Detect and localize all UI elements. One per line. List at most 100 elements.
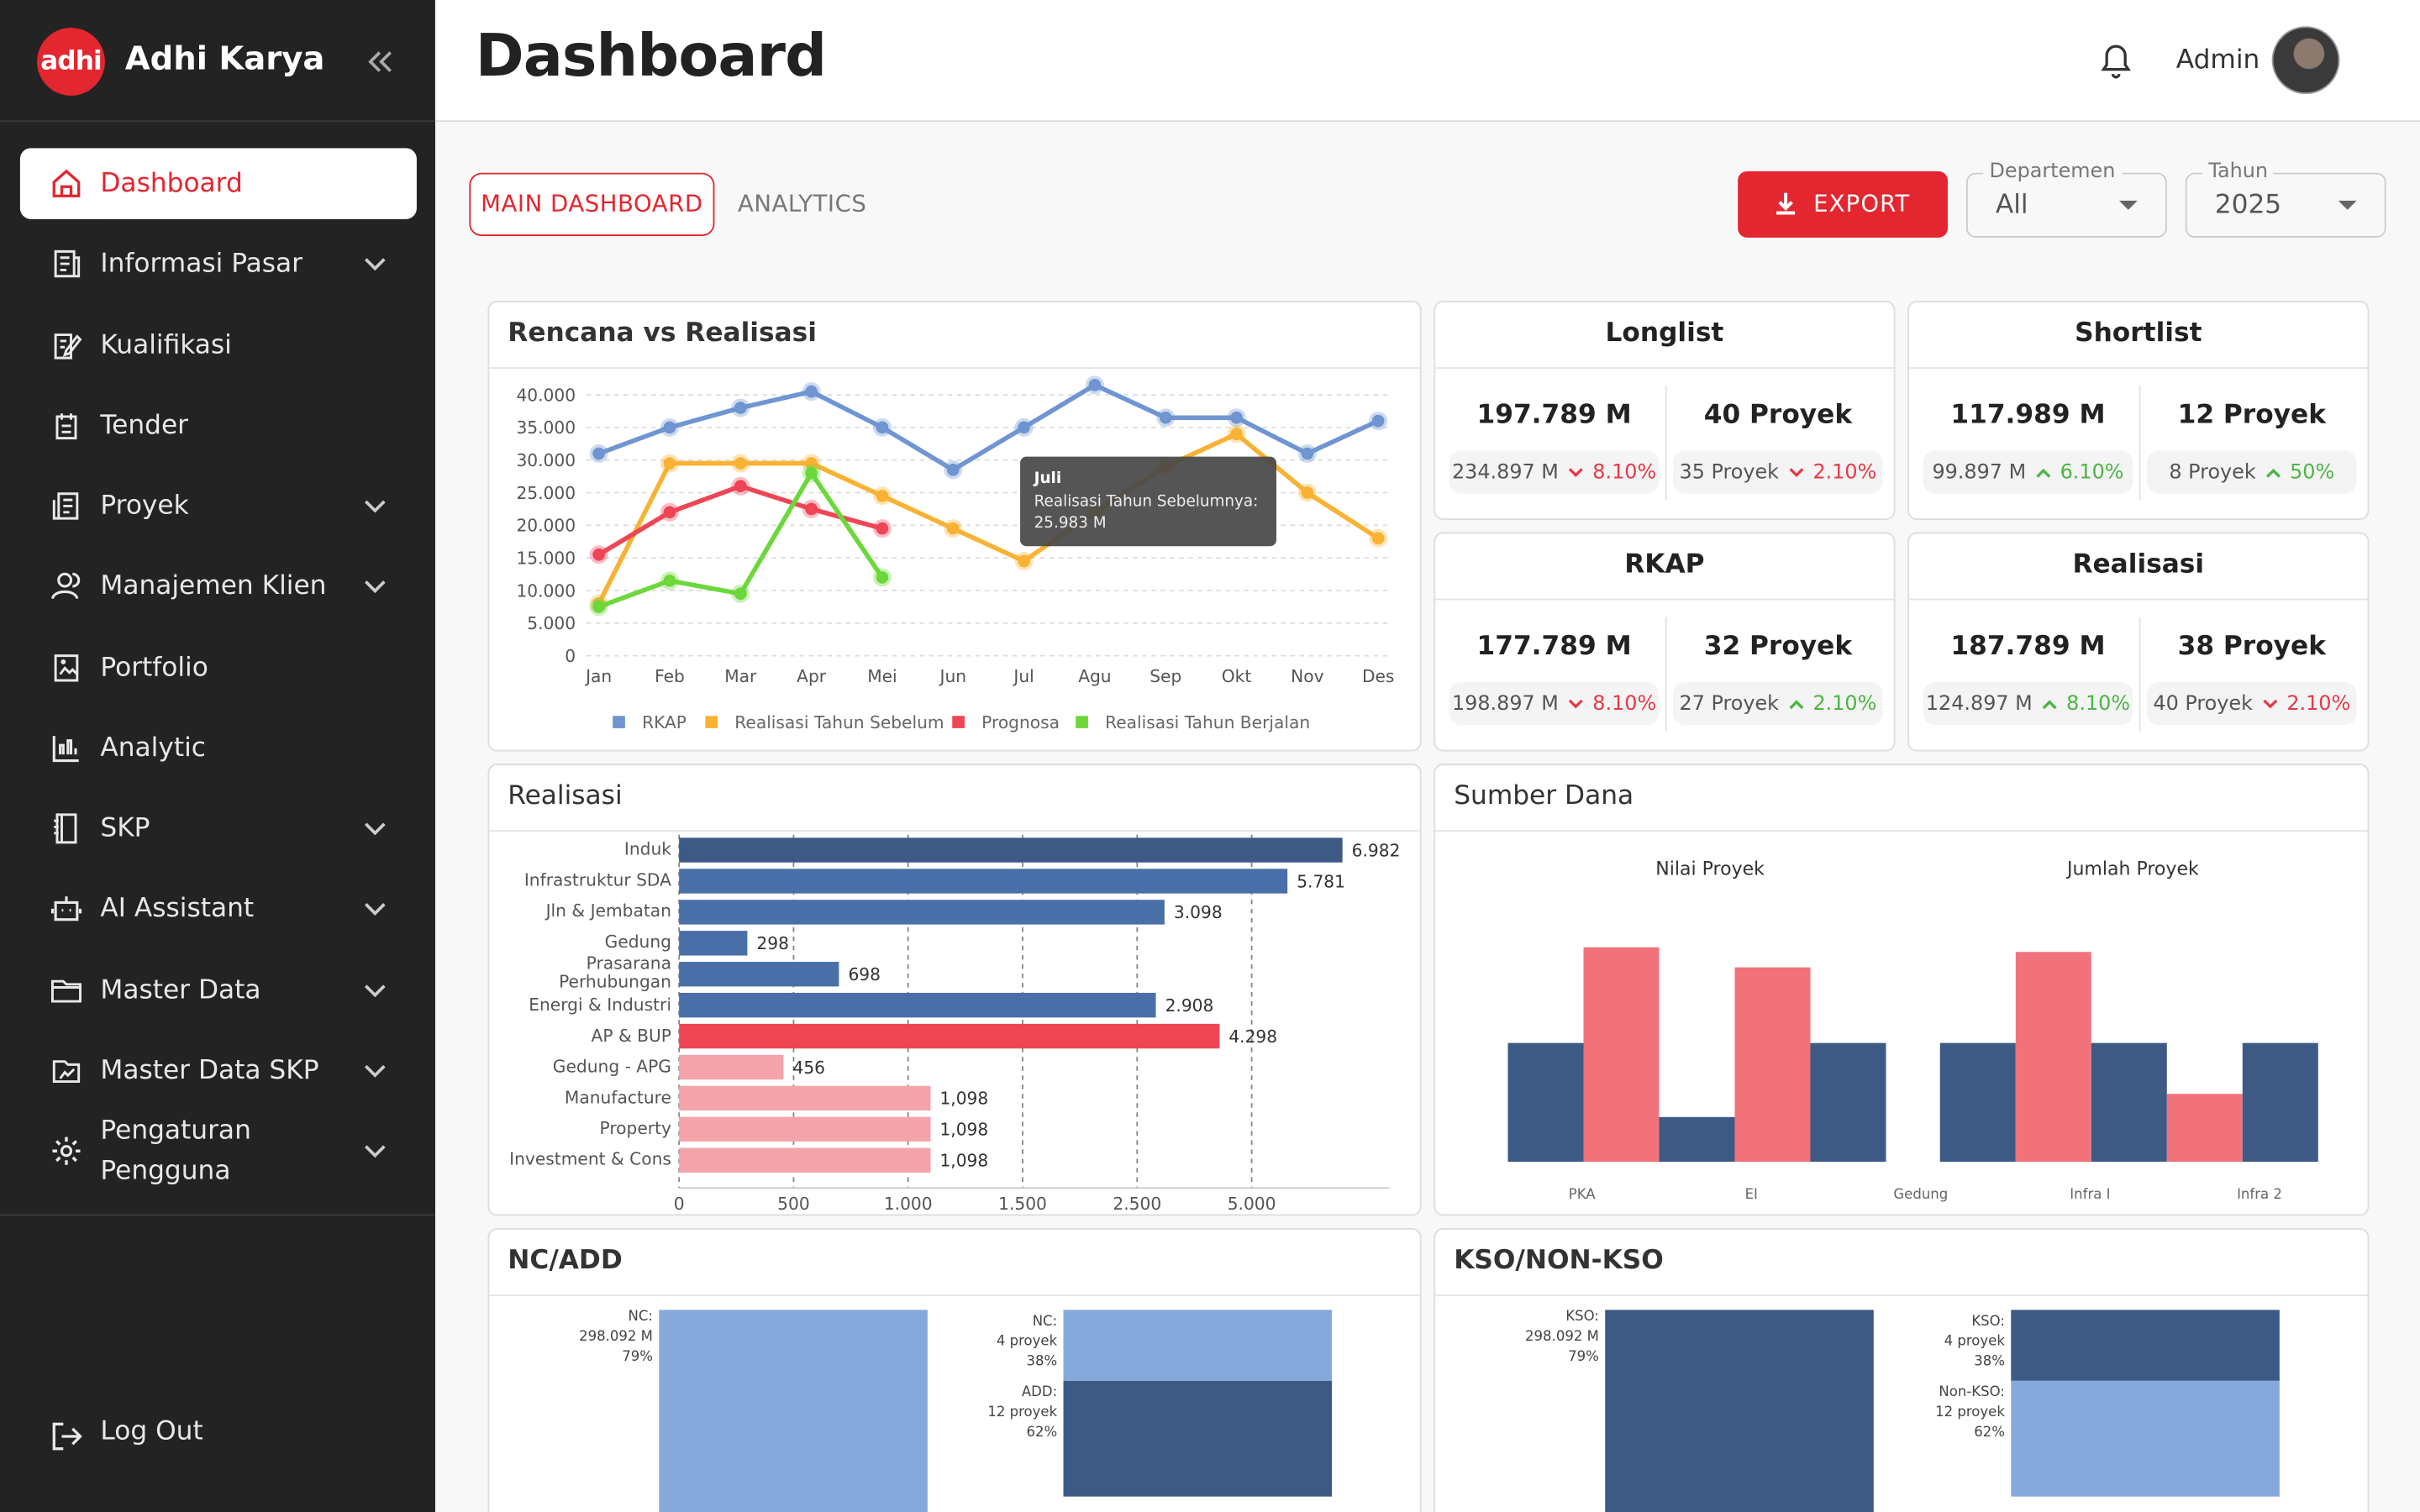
category-label: Investment & Cons (509, 1149, 671, 1170)
category-label: Energi & Industri (529, 994, 671, 1015)
trend-arrow (1788, 467, 1803, 477)
kpi-change: 8.10% (1592, 691, 1657, 716)
menu-item[interactable]: Informasi Pasar (20, 228, 417, 299)
caret (2118, 200, 2138, 210)
chevron (365, 1064, 386, 1078)
kpi-value: 117.989 M (1950, 399, 2106, 431)
menu-item[interactable]: Tender (20, 390, 417, 460)
kpi-value: 187.789 M (1950, 631, 2106, 662)
card-divider (489, 367, 1420, 369)
chevron (365, 984, 386, 997)
kpi-change: 2.10% (1812, 460, 1877, 484)
menu-icon (52, 169, 81, 197)
select[interactable]: Tahun 2025 (2185, 160, 2386, 238)
kpi-previous: 35 Proyek (1679, 460, 1780, 484)
menu-icon (50, 979, 82, 1002)
notification-bell[interactable] (2096, 39, 2136, 81)
kpi-compare: 234.897 M 8.10% (1449, 450, 1660, 494)
menu-icon (50, 896, 82, 921)
card: KSO/NON-KSO (1434, 1228, 2370, 1512)
menu-icon (50, 573, 81, 600)
card: Rencana vs Realisasi (487, 301, 1422, 752)
category-label: Infrastruktur SDA (523, 870, 671, 890)
menu-label: Pengaturan Pengguna (100, 1115, 251, 1187)
tooltip-title: Juli (1034, 470, 1062, 488)
menu-item[interactable]: Pengaturan Pengguna (20, 1116, 417, 1186)
trend-arrow (1568, 467, 1583, 477)
menu-label: Dashboard (100, 168, 243, 199)
menu-label: Portfolio (100, 652, 208, 683)
kpi-compare: 124.897 M 8.10% (1923, 681, 2133, 726)
chevron (365, 1145, 386, 1158)
kpi-change: 2.10% (2286, 691, 2351, 716)
card-divider (1909, 367, 2368, 369)
trend-arrow (2042, 699, 2057, 709)
menu-item[interactable]: Proyek (20, 470, 417, 541)
tab[interactable]: ANALYTICS (737, 189, 867, 218)
kpi-change: 8.10% (2066, 691, 2131, 716)
card: Sumber Dana (1434, 764, 2370, 1216)
tab[interactable]: MAIN DASHBOARD (469, 172, 715, 237)
menu-item[interactable]: Analytic (20, 712, 417, 783)
card-title: Realisasi (2072, 549, 2205, 580)
cell-divider (1665, 617, 1667, 732)
category-label: Gedung (604, 932, 671, 953)
logout-label: Log Out (100, 1416, 203, 1447)
menu-icon (52, 735, 79, 762)
category-label: Manufacture (564, 1087, 671, 1108)
card-divider (1435, 1294, 2368, 1296)
card-title: Rencana vs Realisasi (508, 318, 817, 349)
cell-divider (1665, 386, 1667, 501)
kpi-previous: 8 Proyek (2169, 460, 2256, 484)
select[interactable]: Departemen All (1966, 160, 2167, 238)
category-label: AP & BUP (591, 1025, 671, 1046)
export-button[interactable]: EXPORT (1738, 171, 1948, 238)
menu-item[interactable]: AI Assistant (20, 874, 417, 944)
menu-item[interactable]: Master Data (20, 954, 417, 1025)
tooltip-label: Realisasi Tahun Sebelumnya: (1034, 493, 1259, 511)
cell-divider (2139, 617, 2141, 732)
menu-item[interactable]: Master Data SKP (20, 1035, 417, 1105)
avatar[interactable] (2271, 26, 2340, 95)
collapse-button[interactable] (364, 46, 395, 77)
menu-item[interactable]: SKP (20, 793, 417, 864)
kpi-value: 197.789 M (1476, 399, 1632, 431)
menu-item[interactable]: Kualifikasi (20, 309, 417, 380)
select-label: Departemen (1983, 160, 2122, 186)
select-value: All (1995, 189, 2028, 221)
menu-icon (54, 813, 77, 844)
menu-icon (55, 412, 77, 439)
kpi-compare: 8 Proyek 50% (2146, 450, 2357, 494)
tooltip-value: 25.983 M (1034, 515, 1107, 533)
brand-name: Adhi Karya (124, 39, 325, 77)
menu-label: Master Data SKP (100, 1054, 319, 1086)
menu-icon (54, 333, 82, 359)
divider (0, 1214, 435, 1216)
chevron (365, 903, 386, 916)
card-title: Shortlist (2075, 318, 2202, 349)
card-divider (1435, 598, 1894, 601)
select-value: 2025 (2214, 189, 2282, 221)
card-divider (1909, 598, 2368, 601)
cell-divider (2139, 386, 2141, 501)
chevron (365, 822, 386, 836)
logout-icon (52, 1422, 82, 1451)
kpi-compare: 198.897 M 8.10% (1449, 681, 1660, 726)
sidebar: adhi Adhi Karya Dashboard Informasi Pasar Ku… (0, 0, 435, 1512)
category-label: Gedung - APG (552, 1056, 671, 1077)
menu-item[interactable]: Manajemen Klien (20, 551, 417, 622)
trend-arrow (1568, 698, 1583, 708)
kpi-change: 8.10% (1592, 460, 1657, 484)
logout[interactable]: Log Out (20, 1401, 417, 1472)
menu-icon (52, 492, 79, 520)
chevron (365, 258, 386, 271)
card-divider (489, 1294, 1420, 1296)
kpi-compare: 27 Proyek 2.10% (1673, 681, 1883, 726)
menu-item[interactable]: Portfolio (20, 632, 417, 702)
menu-label: Informasi Pasar (100, 249, 302, 280)
download-icon (1776, 192, 1796, 215)
trend-arrow (2035, 467, 2050, 477)
category-label: Property (599, 1118, 671, 1139)
menu-item[interactable]: Dashboard (19, 148, 417, 219)
